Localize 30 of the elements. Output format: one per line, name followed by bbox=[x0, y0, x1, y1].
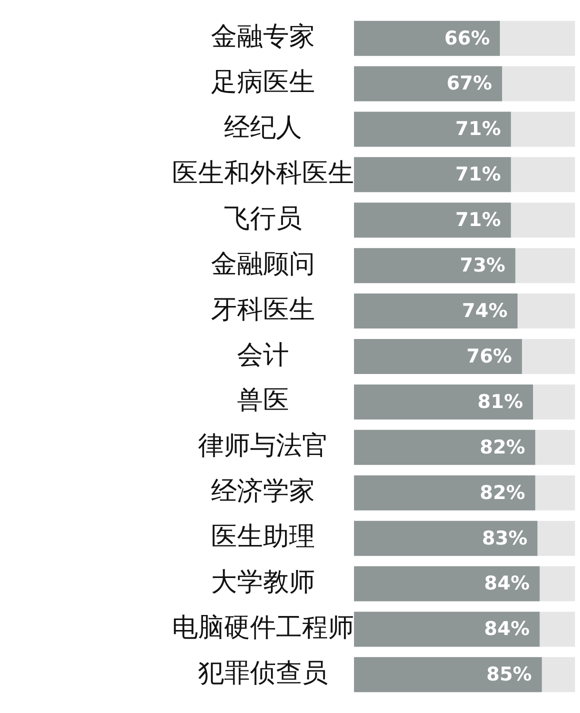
y-tick-label: 兽医 bbox=[237, 386, 289, 416]
data-label: 67% bbox=[446, 72, 492, 95]
y-tick-label: 大学教师 bbox=[211, 568, 315, 598]
y-tick-label: 会计 bbox=[237, 340, 289, 370]
y-tick-label: 飞行员 bbox=[224, 204, 302, 234]
data-label: 71% bbox=[455, 164, 501, 186]
y-tick-label: 电脑硬件工程师 bbox=[172, 612, 354, 643]
y-tick-label: 足病医生 bbox=[211, 68, 315, 98]
y-tick-label: 犯罪侦查员 bbox=[198, 658, 328, 688]
data-label: 71% bbox=[455, 209, 501, 232]
y-tick-label: 律师与法官 bbox=[198, 431, 328, 462]
data-label: 71% bbox=[455, 118, 501, 140]
data-label: 76% bbox=[466, 345, 512, 368]
data-label: 82% bbox=[480, 482, 526, 504]
data-label: 66% bbox=[444, 27, 490, 50]
data-label: 85% bbox=[486, 664, 532, 686]
data-label: 83% bbox=[482, 527, 528, 550]
y-tick-label: 金融专家 bbox=[211, 22, 315, 52]
y-tick-label: 医生和外科医生 bbox=[172, 158, 354, 188]
data-label: 73% bbox=[460, 254, 506, 277]
y-tick-label: 经纪人 bbox=[224, 112, 302, 143]
data-label: 82% bbox=[480, 436, 526, 458]
data-label: 84% bbox=[484, 572, 530, 595]
data-label: 81% bbox=[478, 390, 524, 413]
data-label: 84% bbox=[484, 618, 530, 640]
y-tick-label: 金融顾问 bbox=[211, 249, 315, 280]
y-tick-label: 经济学家 bbox=[211, 476, 315, 507]
data-label: 74% bbox=[462, 300, 508, 322]
y-tick-label: 牙科医生 bbox=[211, 294, 315, 325]
y-tick-label: 医生助理 bbox=[211, 522, 315, 552]
